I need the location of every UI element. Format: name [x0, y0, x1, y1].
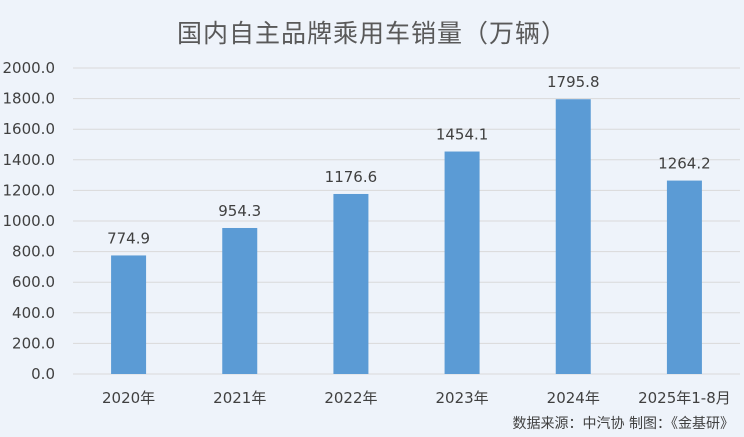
bar	[222, 227, 258, 374]
bar-value-label: 1176.6	[325, 168, 378, 186]
bar-value-label: 954.3	[218, 202, 261, 220]
bar	[333, 193, 369, 374]
y-tick-label: 1400.0	[3, 151, 56, 169]
bar-value-label: 1795.8	[547, 73, 600, 91]
bar-value-label: 774.9	[107, 229, 150, 247]
x-tick-label: 2025年1-8月	[638, 389, 731, 407]
y-tick-label: 800.0	[12, 243, 55, 261]
x-tick-label: 2023年	[435, 389, 488, 407]
chart-title: 国内自主品牌乘用车销量（万辆）	[176, 19, 567, 48]
y-tick-label: 600.0	[12, 273, 55, 291]
bar	[666, 180, 702, 374]
bar-value-label: 1454.1	[436, 126, 489, 144]
y-tick-label: 1200.0	[3, 181, 56, 199]
x-tick-label: 2020年	[102, 389, 155, 407]
y-tick-label: 0.0	[31, 365, 55, 383]
bar-value-label: 1264.2	[658, 155, 711, 173]
y-tick-label: 1000.0	[3, 212, 56, 230]
bar	[444, 151, 480, 374]
y-tick-label: 2000.0	[3, 59, 56, 77]
y-tick-label: 1600.0	[3, 120, 56, 138]
x-tick-label: 2024年	[547, 389, 600, 407]
source-note: 数据来源：中汽协 制图：《金基研》	[512, 416, 734, 432]
y-tick-label: 400.0	[12, 304, 55, 322]
y-tick-label: 1800.0	[3, 90, 56, 108]
bar	[555, 99, 591, 374]
x-tick-label: 2021年	[213, 389, 266, 407]
x-tick-label: 2022年	[324, 389, 377, 407]
y-tick-label: 200.0	[12, 334, 55, 352]
bar	[111, 255, 147, 374]
